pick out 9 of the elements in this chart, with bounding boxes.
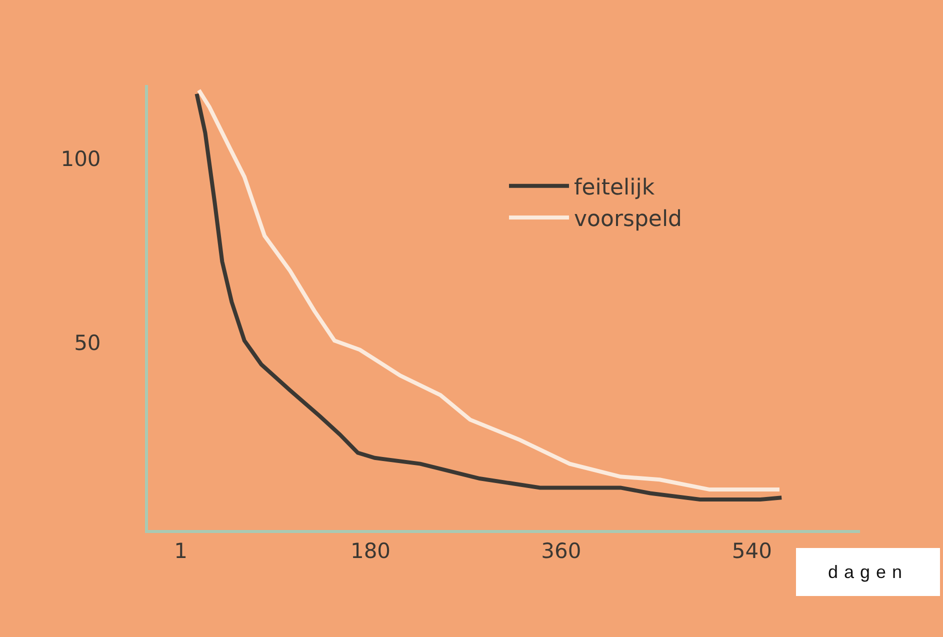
x-axis-title: dagen [796, 548, 940, 596]
x-tick-label: 360 [541, 539, 582, 564]
y-tick-label: 100 [60, 146, 101, 171]
legend-label: feitelijk [574, 175, 655, 200]
legend-label: voorspeld [574, 207, 682, 232]
x-tick-label: 1 [174, 539, 188, 564]
y-tick-label: 50 [74, 330, 101, 355]
x-tick-label: 540 [732, 539, 772, 564]
x-tick-label: 180 [350, 539, 391, 564]
